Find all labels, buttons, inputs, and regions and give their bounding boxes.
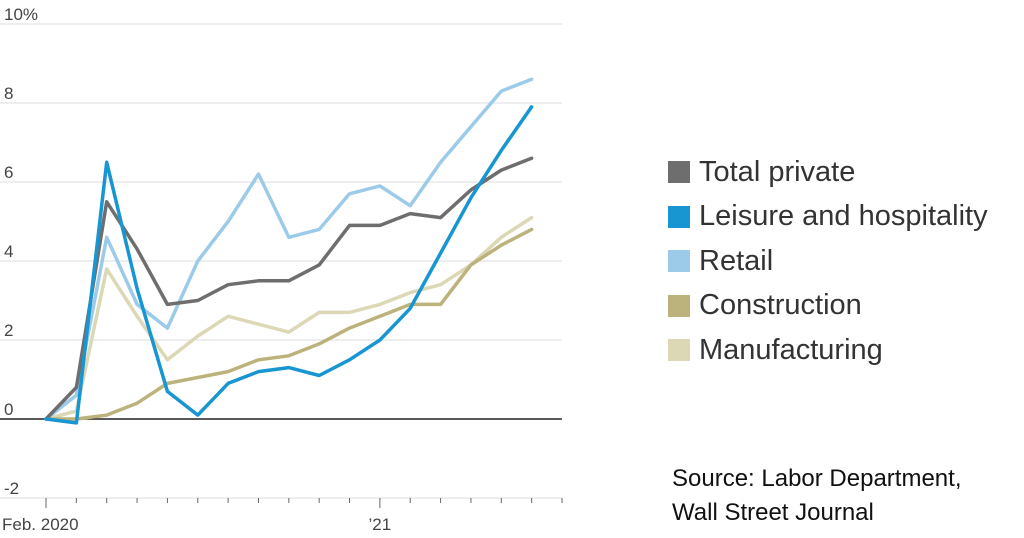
source-line-1: Source: Labor Department, [672, 465, 962, 492]
x-tick-label: Feb. 2020 [2, 515, 79, 534]
y-tick-label: 8 [4, 84, 13, 103]
legend-label: Retail [699, 244, 774, 277]
y-tick-label: 0 [4, 400, 13, 419]
series-lines [44, 77, 534, 425]
legend-swatch [668, 294, 690, 317]
y-tick-label: -2 [4, 479, 19, 498]
legend-item-manufacturing: Manufacturing [668, 328, 988, 373]
y-tick-label: 2 [4, 321, 13, 340]
series-line-total-private [44, 156, 534, 421]
legend-item-leisure-and-hospitality: Leisure and hospitality [668, 195, 988, 240]
legend-item-retail: Retail [668, 239, 988, 284]
legend-swatch [668, 161, 690, 184]
legend-swatch [668, 250, 690, 273]
series-line-manufacturing [44, 215, 534, 421]
legend-item-total-private: Total private [668, 150, 988, 195]
series-line-retail [44, 77, 534, 421]
x-axis [0, 418, 563, 508]
source-note: Source: Labor Department, Wall Street Jo… [672, 462, 962, 530]
legend-label: Manufacturing [699, 333, 883, 366]
legend-swatch [668, 205, 690, 228]
legend-label: Total private [699, 155, 856, 188]
legend-label: Construction [699, 289, 862, 322]
legend: Total private Leisure and hospitality Re… [668, 150, 988, 373]
legend-label: Leisure and hospitality [699, 200, 988, 233]
series-line-leisure-and-hospitality [44, 105, 534, 425]
legend-item-construction: Construction [668, 284, 988, 329]
legend-swatch [668, 339, 690, 362]
y-tick-labels: -2 0 2 4 6 8 10% [4, 5, 38, 498]
y-tick-label: 4 [4, 242, 13, 261]
series-line-construction [44, 227, 534, 421]
source-line-2: Wall Street Journal [672, 499, 874, 526]
x-tick-labels: Feb. 2020 ’21 [2, 515, 391, 534]
x-tick-label: ’21 [369, 515, 392, 534]
y-tick-label: 6 [4, 163, 13, 182]
y-tick-label: 10% [4, 5, 38, 24]
